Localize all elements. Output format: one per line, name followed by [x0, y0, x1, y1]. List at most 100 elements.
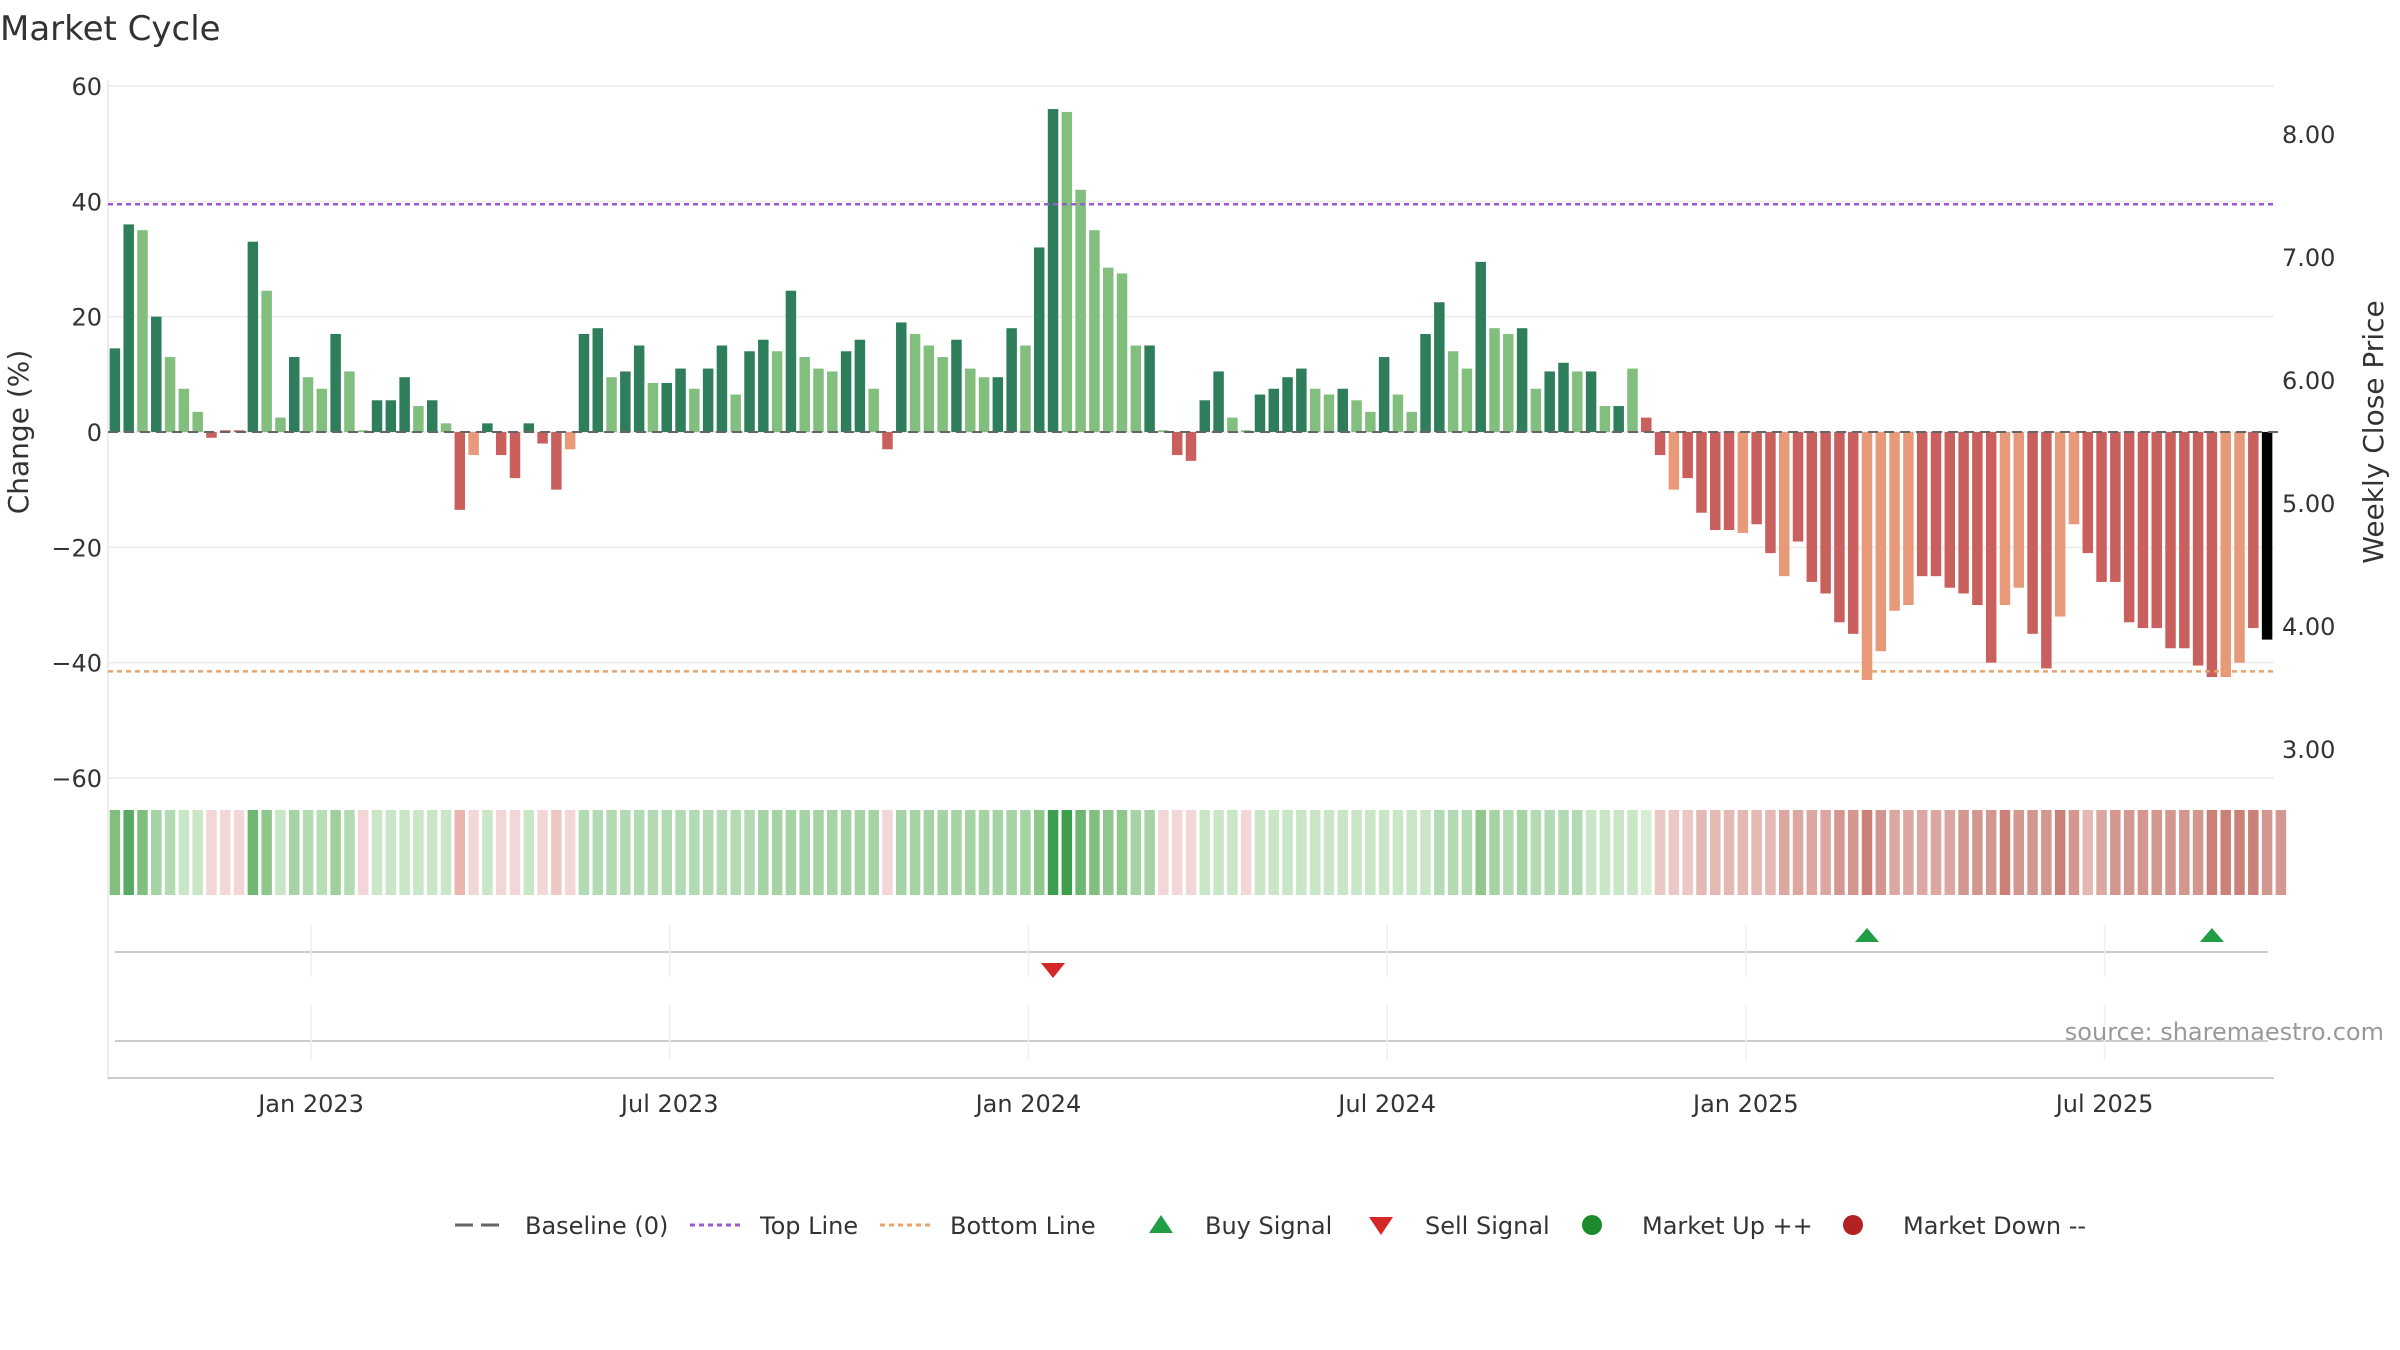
- bar: [151, 316, 162, 432]
- bar: [316, 388, 328, 432]
- bar: [978, 377, 990, 432]
- heat-cell: [675, 810, 686, 895]
- bar: [468, 432, 479, 456]
- bar: [1447, 351, 1459, 432]
- bar: [1985, 432, 1997, 663]
- heat-cell: [495, 810, 507, 895]
- heat-cell: [854, 810, 866, 895]
- heat-cell: [468, 810, 479, 895]
- heat-cell: [1240, 810, 1252, 895]
- heat-cell: [923, 810, 935, 895]
- legend-item: Sell Signal: [1369, 1212, 1550, 1240]
- heat-cell: [896, 810, 907, 895]
- heat-cell: [1530, 810, 1542, 895]
- bar: [399, 377, 410, 432]
- bar: [2068, 432, 2080, 525]
- heat-cell: [1144, 810, 1155, 895]
- bar: [578, 333, 590, 432]
- heat-cell: [909, 810, 921, 895]
- heat-cell: [302, 810, 314, 895]
- heat-cell: [2013, 810, 2025, 895]
- heat-cell: [192, 810, 203, 895]
- heat-cell: [606, 810, 617, 895]
- heat-cell: [2206, 810, 2218, 895]
- bar: [1020, 345, 1031, 432]
- heat-cell: [1737, 810, 1749, 895]
- heat-cell: [758, 810, 769, 895]
- bar: [1102, 267, 1114, 432]
- bar: [909, 333, 921, 432]
- y-tick-label: −40: [51, 650, 102, 678]
- x-tick-label: Jul 2023: [619, 1090, 719, 1118]
- heat-cell: [1544, 810, 1555, 895]
- bar: [661, 382, 672, 432]
- bar: [1572, 371, 1583, 432]
- bar: [1171, 432, 1183, 456]
- bar: [785, 290, 797, 432]
- y-axis-left: 60 40 20 0 −20 −40 −60: [51, 73, 102, 793]
- bar: [1875, 432, 1887, 652]
- y-axis-right-title: Weekly Close Price: [2357, 300, 2390, 563]
- heat-cell: [1268, 810, 1280, 895]
- heat-cell: [1337, 810, 1349, 895]
- heat-cell: [1047, 810, 1059, 895]
- bar: [896, 322, 907, 432]
- bar: [744, 351, 755, 432]
- heat-cell: [1668, 810, 1680, 895]
- heat-cell: [275, 810, 286, 895]
- heat-cell: [1585, 810, 1597, 895]
- bar: [689, 388, 700, 432]
- bar: [330, 333, 341, 432]
- bar: [1530, 388, 1542, 432]
- bar: [1268, 388, 1280, 432]
- heat-cell: [1461, 810, 1473, 895]
- bar: [992, 377, 1004, 432]
- bar: [1461, 368, 1473, 432]
- heat-cell: [454, 810, 466, 895]
- bar: [702, 368, 714, 432]
- bar: [247, 241, 259, 432]
- bar: [1130, 345, 1142, 432]
- bar: [1916, 432, 1928, 577]
- bar: [413, 406, 424, 432]
- heat-cell: [1778, 810, 1790, 895]
- bar: [1296, 368, 1307, 432]
- bar: [1254, 394, 1266, 432]
- bar: [385, 400, 397, 432]
- heat-cell: [868, 810, 879, 895]
- bar: [1972, 432, 1983, 605]
- heat-cell: [2220, 810, 2231, 895]
- bar: [2248, 432, 2259, 629]
- heat-cell: [2151, 810, 2162, 895]
- heat-cell: [1130, 810, 1142, 895]
- bar: [2192, 432, 2204, 666]
- legend-label: Buy Signal: [1205, 1212, 1332, 1240]
- legend-label: Market Up ++: [1642, 1212, 1813, 1240]
- heat-cell: [1020, 810, 1031, 895]
- bar: [620, 371, 631, 432]
- y2-tick-label: 8.00: [2282, 121, 2335, 149]
- bar: [178, 388, 190, 432]
- bar: [840, 351, 852, 432]
- heat-cell: [978, 810, 990, 895]
- heat-cell: [2068, 810, 2080, 895]
- bar: [192, 411, 203, 432]
- heat-cell: [482, 810, 493, 895]
- heat-cell: [109, 810, 121, 895]
- heat-cell: [1434, 810, 1445, 895]
- bar: [1627, 368, 1638, 432]
- legend-item: Bottom Line: [880, 1212, 1096, 1240]
- bar: [2054, 432, 2066, 617]
- buy-signal-marker: [2199, 928, 2224, 942]
- heat-cell: [2027, 810, 2038, 895]
- bar: [2220, 432, 2231, 678]
- bar: [537, 432, 548, 444]
- heat-cell: [1516, 810, 1528, 895]
- bar: [1792, 432, 1804, 542]
- bar: [1999, 432, 2011, 605]
- bar: [1199, 400, 1211, 432]
- bar: [1144, 345, 1155, 432]
- bar: [454, 432, 466, 510]
- heat-cell: [1309, 810, 1321, 895]
- heat-cell: [2054, 810, 2066, 895]
